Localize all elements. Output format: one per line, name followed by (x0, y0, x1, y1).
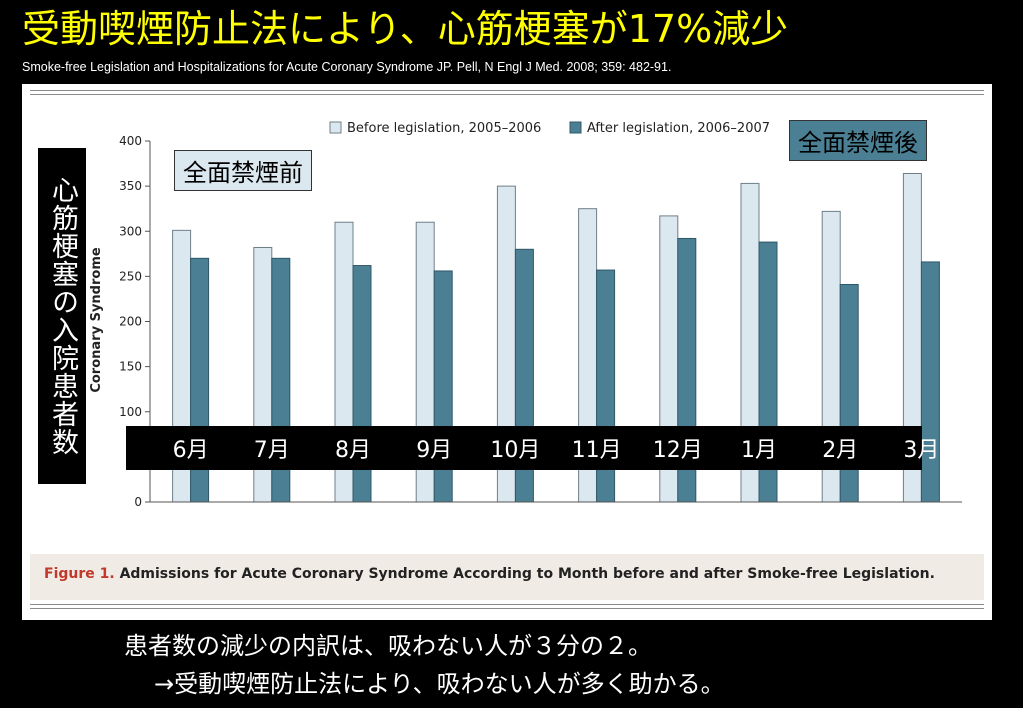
after-label: 全面禁煙後 (789, 120, 927, 161)
y-tick-label: 100 (119, 405, 142, 419)
y-tick-label: 300 (119, 224, 142, 238)
bar-after-legislation (920, 261, 940, 503)
month-label-bar: 6月 7月 8月 9月 10月 11月 12月 1月 2月 3月 (126, 426, 939, 470)
before-label: 全面禁煙前 (174, 150, 312, 191)
month-label: 8月 (335, 438, 371, 463)
month-label: 9月 (416, 438, 453, 463)
note-line: 患者数の減少の内訳は、吸わない人が３分の２。 (124, 632, 652, 660)
y-tick-label: 350 (119, 179, 142, 193)
figure-panel: 050100150200250300350400Coronary Syndrom… (22, 84, 992, 620)
bottom-rule (30, 608, 984, 609)
citation: Smoke-free Legislation and Hospitalizati… (22, 60, 672, 74)
legend-entry: Before legislation, 2005–2006 (347, 121, 541, 136)
top-rule (30, 94, 984, 95)
y-tick-label: 400 (119, 134, 142, 148)
caption-band: Figure 1. Admissions for Acute Coronary … (30, 554, 984, 600)
month-label: 2月 (822, 438, 859, 463)
month-label: 1月 (741, 438, 777, 463)
note-line: →受動喫煙防止法により、吸わない人が多く助かる。 (154, 670, 725, 698)
legend-swatch (329, 121, 342, 134)
bottom-rule (30, 604, 984, 605)
month-label: 12月 (652, 438, 703, 463)
y-axis-label: Coronary Syndrome (89, 247, 104, 393)
caption-text: Admissions for Acute Coronary Syndrome A… (119, 566, 935, 582)
month-label: 10月 (490, 438, 541, 463)
y-tick-label: 200 (119, 315, 142, 329)
y-tick-label: 0 (134, 495, 142, 509)
y-axis-overlay-label: 心筋梗塞の入院患者数 (38, 148, 86, 484)
month-label: 6月 (172, 438, 209, 463)
figure-caption: Figure 1. Admissions for Acute Coronary … (44, 566, 935, 582)
top-rule (30, 90, 984, 91)
legend-entry: After legislation, 2006–2007 (587, 121, 770, 136)
slide-title: 受動喫煙防止法により、心筋梗塞が17%減少 (22, 7, 789, 51)
month-label: 7月 (253, 438, 290, 463)
month-label: 11月 (571, 438, 622, 463)
caption-prefix: Figure 1. (44, 566, 115, 582)
y-tick-label: 250 (119, 269, 142, 283)
month-label: 3月 (903, 438, 940, 463)
bar-chart: 050100150200250300350400Coronary Syndrom… (89, 121, 962, 509)
legend-swatch (569, 121, 582, 134)
y-tick-label: 150 (119, 360, 142, 374)
